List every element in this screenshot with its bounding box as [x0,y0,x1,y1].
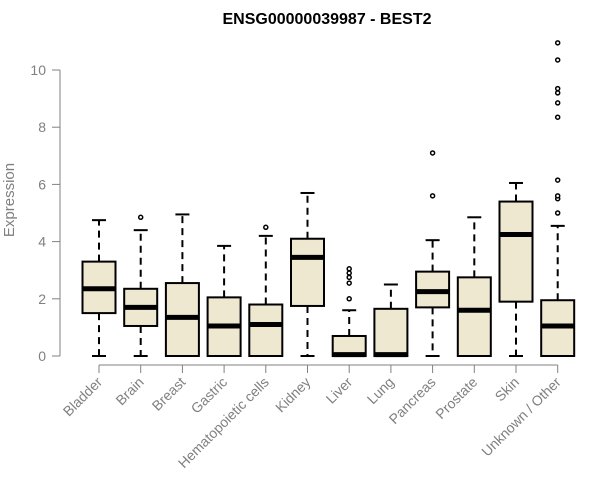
y-tick-label: 2 [38,291,46,307]
outlier-point [429,150,436,156]
outlier-point [346,274,352,281]
outlier-point [554,90,561,96]
x-tick-label: Kidney [272,374,314,416]
box-series [81,40,576,358]
box-kidney [290,191,325,357]
y-tick-label: 0 [38,348,46,364]
box-brain [123,214,159,357]
box-iqr [373,307,409,357]
outlier-point [346,280,352,286]
box-lung [373,283,409,358]
outlier-point [263,224,269,231]
box-bladder [81,219,117,357]
box-iqr [248,303,284,357]
y-tick-label: 10 [30,62,46,78]
x-tick-label: Bladder [60,374,106,420]
box-iqr [290,237,325,307]
outlier-point [137,214,144,221]
box-skin [498,181,534,357]
box-liver [331,266,367,358]
outlier-point [346,270,352,276]
outlier-point [554,210,561,216]
box-hematopoietic-cells [248,224,284,357]
outlier-point [554,40,561,46]
outlier-point [554,177,561,183]
box-iqr [456,276,492,358]
outlier-point [429,193,436,199]
x-tick-label: Skin [492,374,523,405]
x-tick-label: Lung [364,374,397,407]
x-tick-label: Unknown / Other [478,374,564,460]
outlier-point [554,100,561,106]
x-tick-label: Breast [149,374,189,414]
outlier-point [346,266,352,272]
y-tick-label: 8 [38,119,46,135]
y-axis: 0 2 4 6 8 10 [30,62,61,364]
outlier-point [554,57,561,63]
x-tick-label: Liver [323,374,356,407]
outlier-point [554,114,561,120]
outlier-point [554,85,561,92]
box-iqr [498,200,534,303]
x-tick-label: Prostate [432,374,480,422]
box-gastric [206,244,242,357]
box-pancreas [415,150,451,357]
x-tick-label: Brain [112,374,146,408]
y-tick-label: 4 [38,234,46,250]
chart-title: ENSG00000039987 - BEST2 [222,11,431,28]
y-tick-label: 6 [38,176,46,192]
outlier-point [346,296,352,302]
box-breast [164,213,200,358]
box-unknown-other [540,40,576,358]
outlier-point [554,193,561,199]
box-prostate [456,216,492,358]
y-axis-label: Expression [1,163,18,237]
